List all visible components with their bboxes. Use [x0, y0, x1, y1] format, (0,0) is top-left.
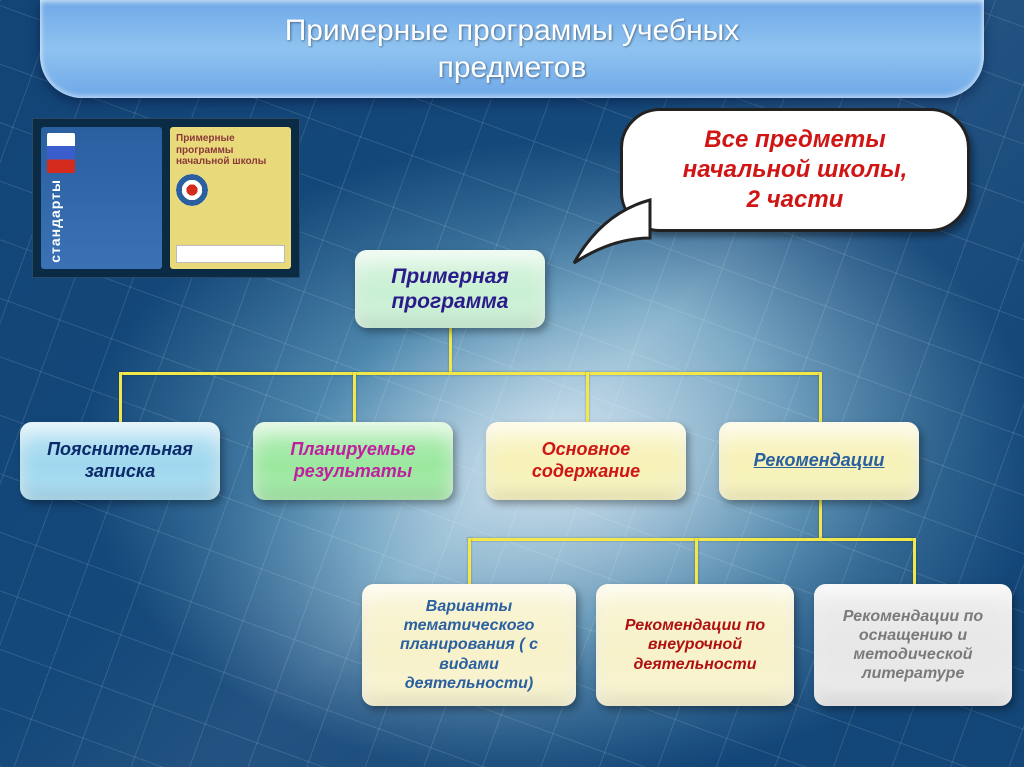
book-footer-bar	[176, 245, 285, 263]
bubble-line-3: 2 части	[641, 185, 949, 215]
bubble-line-2: начальной школы,	[641, 155, 949, 185]
connector-c3_down	[586, 372, 589, 422]
connector-c4_drop	[819, 500, 822, 538]
books-thumbnail: стандарты Примерные программы начальной …	[32, 118, 300, 278]
title-line-2: предметов	[438, 49, 587, 87]
node-c2: Планируемые результаты	[253, 422, 453, 500]
connector-g2_down	[695, 538, 698, 584]
slide: Примерные программы учебных предметов ст…	[0, 0, 1024, 767]
connector-row2_bar	[468, 538, 913, 541]
node-c4: Рекомендации	[719, 422, 919, 500]
connector-row1_bar	[119, 372, 819, 375]
book-title-text: Примерные программы начальной школы	[176, 133, 285, 168]
connector-c1_down	[119, 372, 122, 422]
connector-g3_down	[913, 538, 916, 584]
bubble-line-1: Все предметы	[641, 125, 949, 155]
connector-c4_down	[819, 372, 822, 422]
book-spine-text: стандарты	[47, 179, 156, 263]
title-bar: Примерные программы учебных предметов	[40, 0, 984, 98]
flag-icon	[47, 133, 75, 173]
speech-bubble-body: Все предметы начальной школы, 2 части	[620, 108, 970, 232]
book-cover-yellow: Примерные программы начальной школы	[170, 127, 291, 269]
node-g1: Варианты тематического планирования ( с …	[362, 584, 576, 706]
node-root: Примерная программа	[355, 250, 545, 328]
connector-c2_down	[353, 372, 356, 422]
connector-root_down	[449, 328, 452, 372]
node-g3: Рекомендации по оснащению и методической…	[814, 584, 1012, 706]
book-cover-blue: стандарты	[41, 127, 162, 269]
connector-g1_down	[468, 538, 471, 584]
title-line-1: Примерные программы учебных	[285, 12, 740, 50]
target-icon	[176, 174, 208, 206]
node-c1: Пояснительная записка	[20, 422, 220, 500]
speech-bubble: Все предметы начальной школы, 2 части	[620, 108, 970, 232]
speech-bubble-tail	[572, 198, 652, 268]
node-c3: Основное содержание	[486, 422, 686, 500]
node-g2: Рекомендации по внеурочной деятельности	[596, 584, 794, 706]
